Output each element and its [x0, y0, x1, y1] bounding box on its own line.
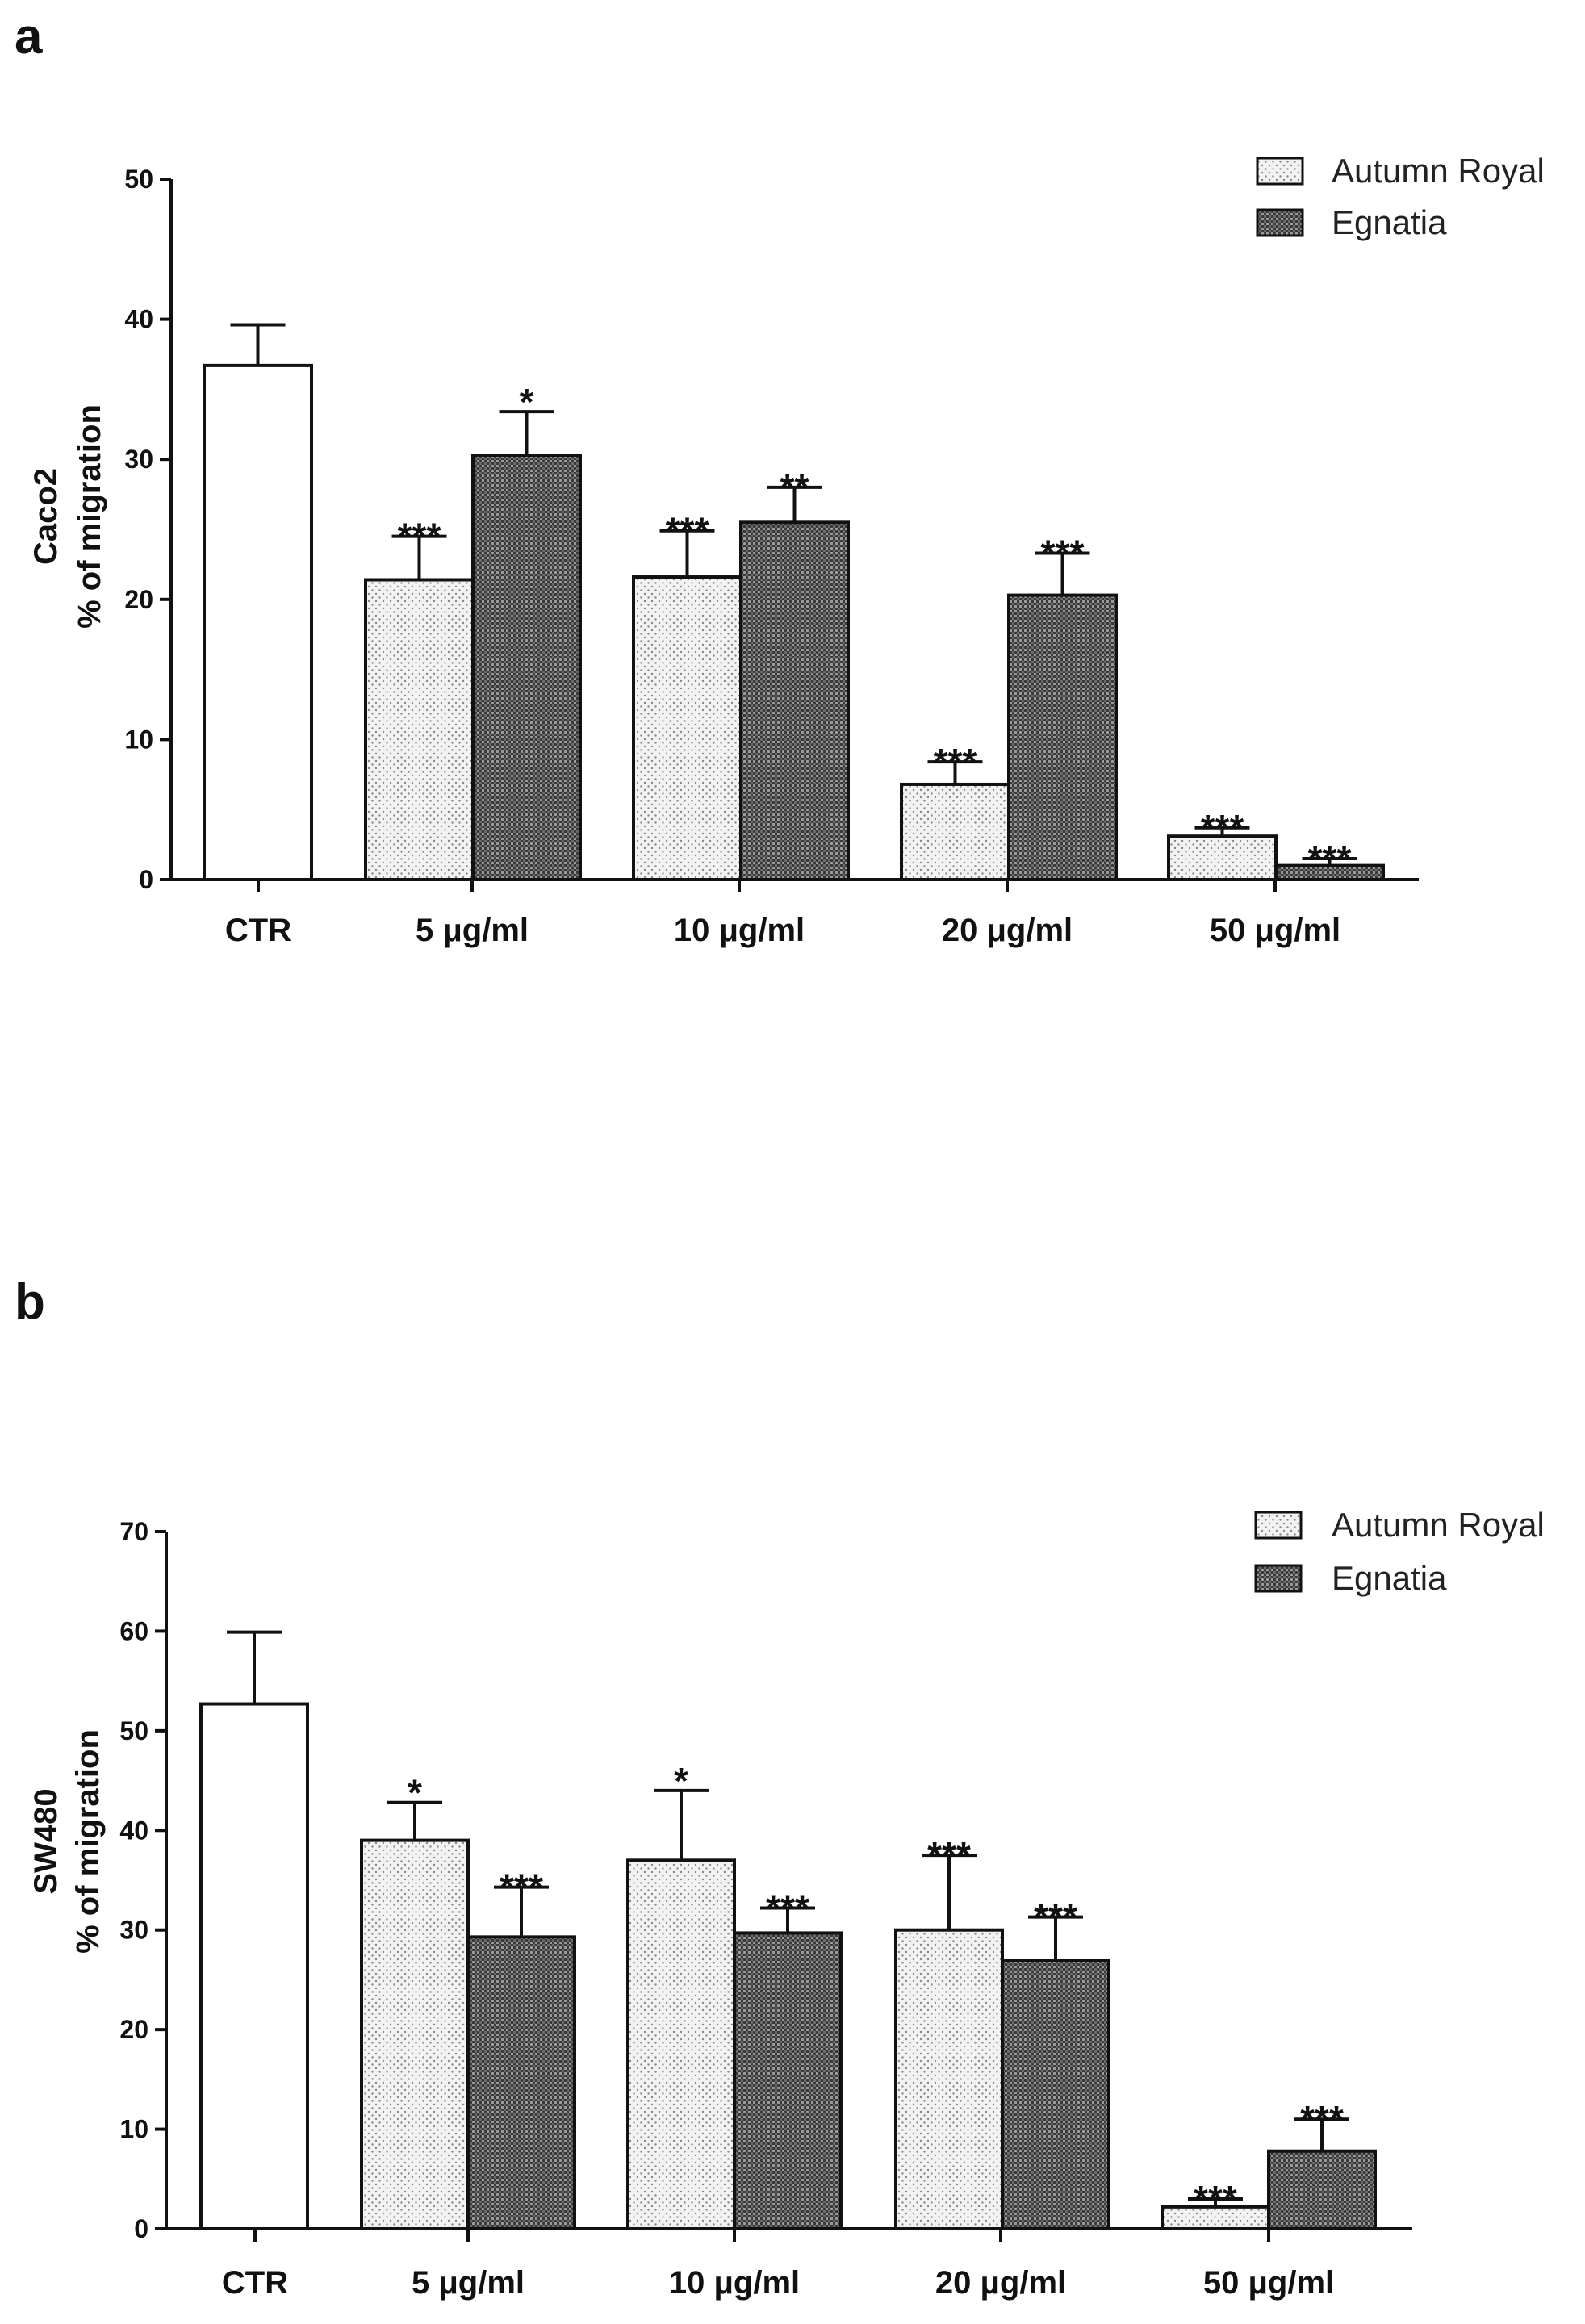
bar-autumn-royal: [626, 1858, 736, 2230]
y-tick-label: 10: [119, 2115, 148, 2144]
significance-label: ***: [1034, 1896, 1077, 1938]
bar-egnatia: [466, 1935, 576, 2230]
significance-label: ***: [766, 1887, 809, 1929]
legend-swatch-autumn-royal: [1256, 157, 1304, 186]
y-tick-label: 20: [119, 2015, 148, 2044]
bar-autumn-royal: [360, 1838, 470, 2231]
panel-letter-a: a: [15, 9, 43, 65]
legend-label-autumn-royal: Autumn Royal: [1332, 152, 1545, 190]
y-axis-title-line2: % of migration: [70, 1729, 106, 1954]
significance-label: ***: [1041, 533, 1085, 575]
bar-egnatia: [1001, 1958, 1110, 2230]
y-tick-label: 50: [119, 1716, 148, 1745]
x-category-label: 10 μg/ml: [669, 2265, 800, 2301]
y-tick-label: 40: [124, 305, 153, 334]
y-tick-label: 30: [119, 1916, 148, 1945]
y-tick-label: 30: [124, 445, 153, 474]
significance-label: ***: [398, 516, 441, 558]
significance-label: ***: [500, 1866, 543, 1908]
x-category-label: 20 μg/ml: [942, 913, 1073, 948]
panel-b: b SW480 % of migration Autumn Royal Egna…: [15, 1274, 1545, 2301]
x-category-label: 5 μg/ml: [416, 913, 529, 948]
y-tick-label: 10: [124, 725, 153, 754]
y-tick-label: 0: [134, 2214, 148, 2243]
significance-label: **: [780, 466, 809, 508]
bar-autumn-royal: [900, 782, 1010, 882]
bar-autumn-royal: [364, 578, 475, 881]
y-tick-label: 40: [119, 1816, 148, 1845]
significance-label: ***: [934, 741, 977, 783]
y-axis-title-line1: Caco2: [28, 468, 64, 565]
significance-label: *: [408, 1772, 422, 1814]
significance-label: ***: [1201, 807, 1244, 849]
legend: Autumn Royal Egnatia: [1254, 1506, 1545, 1597]
legend-label-egnatia: Egnatia: [1332, 1559, 1447, 1597]
legend-swatch-egnatia: [1254, 1564, 1303, 1593]
y-axis-title-line1: SW480: [28, 1788, 64, 1894]
x-category-label: 20 μg/ml: [935, 2265, 1066, 2301]
x-category-label: 50 μg/ml: [1210, 913, 1340, 948]
y-tick-label: 20: [124, 585, 153, 614]
significance-label: *: [520, 381, 534, 423]
bar-autumn-royal: [894, 1928, 1004, 2231]
panel-letter-b: b: [15, 1274, 45, 1330]
legend-swatch-egnatia: [1256, 208, 1304, 237]
significance-label: ***: [927, 1834, 971, 1876]
legend-swatch-autumn-royal: [1254, 1511, 1303, 1540]
bar-egnatia: [733, 1931, 843, 2231]
panel-a: a Caco2 % of migration Autumn Royal Egna…: [15, 9, 1545, 948]
legend-label-egnatia: Egnatia: [1332, 203, 1447, 241]
x-category-label: CTR: [222, 2265, 288, 2301]
significance-label: ***: [1300, 2098, 1344, 2140]
legend-label-autumn-royal: Autumn Royal: [1332, 1506, 1545, 1544]
x-category-label: CTR: [225, 913, 291, 948]
y-tick-label: 70: [119, 1517, 148, 1546]
y-axis-title-line2: % of migration: [72, 404, 107, 629]
bar-egnatia: [1007, 593, 1118, 881]
y-tick-label: 50: [124, 165, 153, 194]
significance-label: ***: [666, 510, 709, 552]
significance-label: ***: [1194, 2178, 1237, 2220]
bar-egnatia: [1267, 2149, 1377, 2231]
significance-label: *: [674, 1760, 688, 1802]
x-category-label: 5 μg/ml: [412, 2265, 525, 2301]
bar-autumn-royal: [632, 575, 742, 881]
y-tick-label: 0: [139, 865, 153, 894]
bar-ctr: [199, 1702, 309, 2231]
significance-label: ***: [1308, 838, 1352, 880]
bar-ctr: [203, 363, 313, 881]
bar-egnatia: [471, 453, 582, 881]
bar-egnatia: [739, 520, 850, 881]
y-tick-label: 60: [119, 1616, 148, 1645]
legend: Autumn Royal Egnatia: [1256, 152, 1545, 241]
x-category-label: 50 μg/ml: [1203, 2265, 1334, 2301]
x-category-label: 10 μg/ml: [674, 913, 805, 948]
